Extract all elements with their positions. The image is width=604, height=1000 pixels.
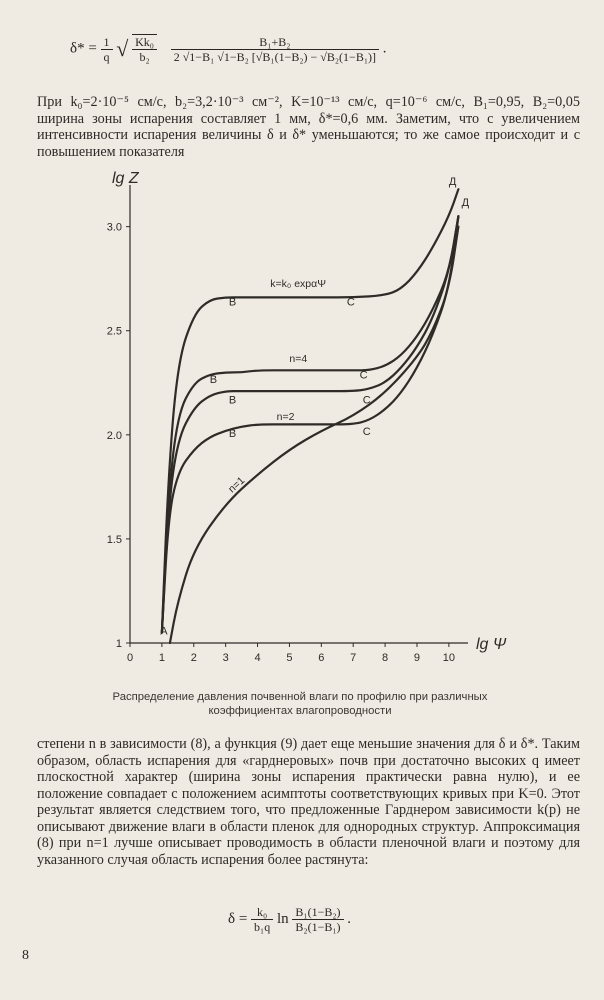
point-label-8: Д — [449, 176, 457, 188]
series-line-0 — [160, 188, 460, 634]
series-line-4 — [168, 225, 460, 645]
formula-b-ln: ln — [276, 910, 289, 927]
formula-main-fraction: B₁+B₂ 2 √1−B₁ √1−B₂ [√B₁(1−B₂) − √B₂(1−B… — [170, 35, 380, 64]
point-label-1: С — [347, 297, 355, 309]
formula-b-coef-den: b₁q — [254, 920, 271, 934]
series-label-1: n=4 — [289, 353, 307, 365]
formula-coef-den: q — [103, 49, 110, 64]
chart-axes: lg Ψ lg Z — [112, 170, 507, 653]
figure-caption-text: Распределение давления почвенной влаги п… — [112, 691, 488, 717]
paragraph-bottom: степени n в зависимости (8), а функция (… — [37, 736, 580, 868]
point-label-10: А — [160, 626, 168, 638]
series-line-3 — [160, 215, 460, 634]
y-tick-label: 2.0 — [107, 430, 122, 442]
series-line-1 — [160, 215, 460, 634]
y-tick-label: 3.0 — [107, 222, 122, 234]
formula-b-arg-num: B₁(1−B₂) — [292, 905, 344, 920]
point-label-5: С — [363, 395, 371, 407]
formula-sqrt-sign: √ — [116, 36, 129, 61]
formula-coef-num: 1 — [100, 35, 113, 50]
paragraph-bottom-text: степени n в зависимости (8), а функция (… — [37, 736, 580, 868]
formula-root-den: b₂ — [139, 50, 150, 64]
page-number: 8 — [22, 948, 29, 964]
point-label-3: С — [360, 370, 368, 382]
y-axis-label: lg Z — [112, 170, 140, 187]
formula-lhs: δ* = — [70, 40, 97, 57]
formula-b-trail: . — [347, 910, 352, 927]
formula-delta-star: δ* = 1 q √ Kk₀ b₂ B₁+B₂ 2 √1−B₁ √1−B₂ [√… — [70, 34, 387, 64]
series-label-0: k=k₀ expαΨ — [270, 278, 326, 290]
series-line-2 — [160, 215, 460, 634]
formula-b-coef-num: k₀ — [251, 905, 274, 920]
x-tick-label: 0 — [127, 652, 133, 664]
y-tick-label: 1.5 — [107, 534, 122, 546]
formula-b-arg-den: B₂(1−B₁) — [295, 920, 341, 934]
formula-delta: δ = k₀ b₁q ln B₁(1−B₂) B₂(1−B₁) . — [228, 905, 351, 934]
formula-main-den: 2 √1−B₁ √1−B₂ [√B₁(1−B₂) − √B₂(1−B₁)] — [173, 49, 377, 64]
x-axis-label: lg Ψ — [476, 636, 507, 653]
point-label-2: В — [210, 374, 217, 386]
x-tick-label: 10 — [443, 652, 455, 664]
formula-root-num: Kk₀ — [132, 35, 157, 50]
x-tick-label: 5 — [286, 652, 292, 664]
x-tick-label: 3 — [223, 652, 229, 664]
formula-coef-fraction: 1 q — [100, 35, 113, 64]
figure-caption: Распределение давления почвенной влаги п… — [90, 690, 510, 718]
point-label-7: С — [363, 426, 371, 438]
page-number-text: 8 — [22, 948, 29, 963]
x-tick-label: 7 — [350, 652, 356, 664]
point-label-0: В — [229, 297, 236, 309]
point-label-4: В — [229, 395, 236, 407]
formula-b-coef-fraction: k₀ b₁q — [251, 905, 274, 934]
y-tick-label: 2.5 — [107, 326, 122, 338]
formula-root-fraction: Kk₀ b₂ — [132, 34, 157, 64]
paragraph-top-text: При k₀=2·10⁻⁵ см/с, b₂=3,2·10⁻³ см⁻², K=… — [37, 94, 580, 160]
x-tick-label: 6 — [318, 652, 324, 664]
x-tick-label: 4 — [254, 652, 260, 664]
series-label-3: n=1 — [226, 474, 247, 495]
point-label-9: Д — [462, 197, 470, 209]
x-tick-label: 8 — [382, 652, 388, 664]
x-tick-label: 9 — [414, 652, 420, 664]
x-tick-label: 1 — [159, 652, 165, 664]
formula-b-arg-fraction: B₁(1−B₂) B₂(1−B₁) — [292, 905, 344, 934]
chart-series — [160, 188, 460, 645]
paragraph-top: При k₀=2·10⁻⁵ см/с, b₂=3,2·10⁻³ см⁻², K=… — [37, 94, 580, 160]
formula-trail: . — [382, 40, 387, 57]
y-tick-label: 1 — [116, 638, 122, 650]
x-tick-label: 2 — [191, 652, 197, 664]
series-label-2: n=2 — [277, 411, 295, 423]
formula-main-num: B₁+B₂ — [170, 35, 380, 50]
chart-annotations: k=k₀ expαΨ n=4 n=2 n=1 В С В С В С В С ДД А — [160, 176, 469, 638]
point-label-6: В — [229, 428, 236, 440]
formula-b-lhs: δ = — [228, 910, 248, 927]
